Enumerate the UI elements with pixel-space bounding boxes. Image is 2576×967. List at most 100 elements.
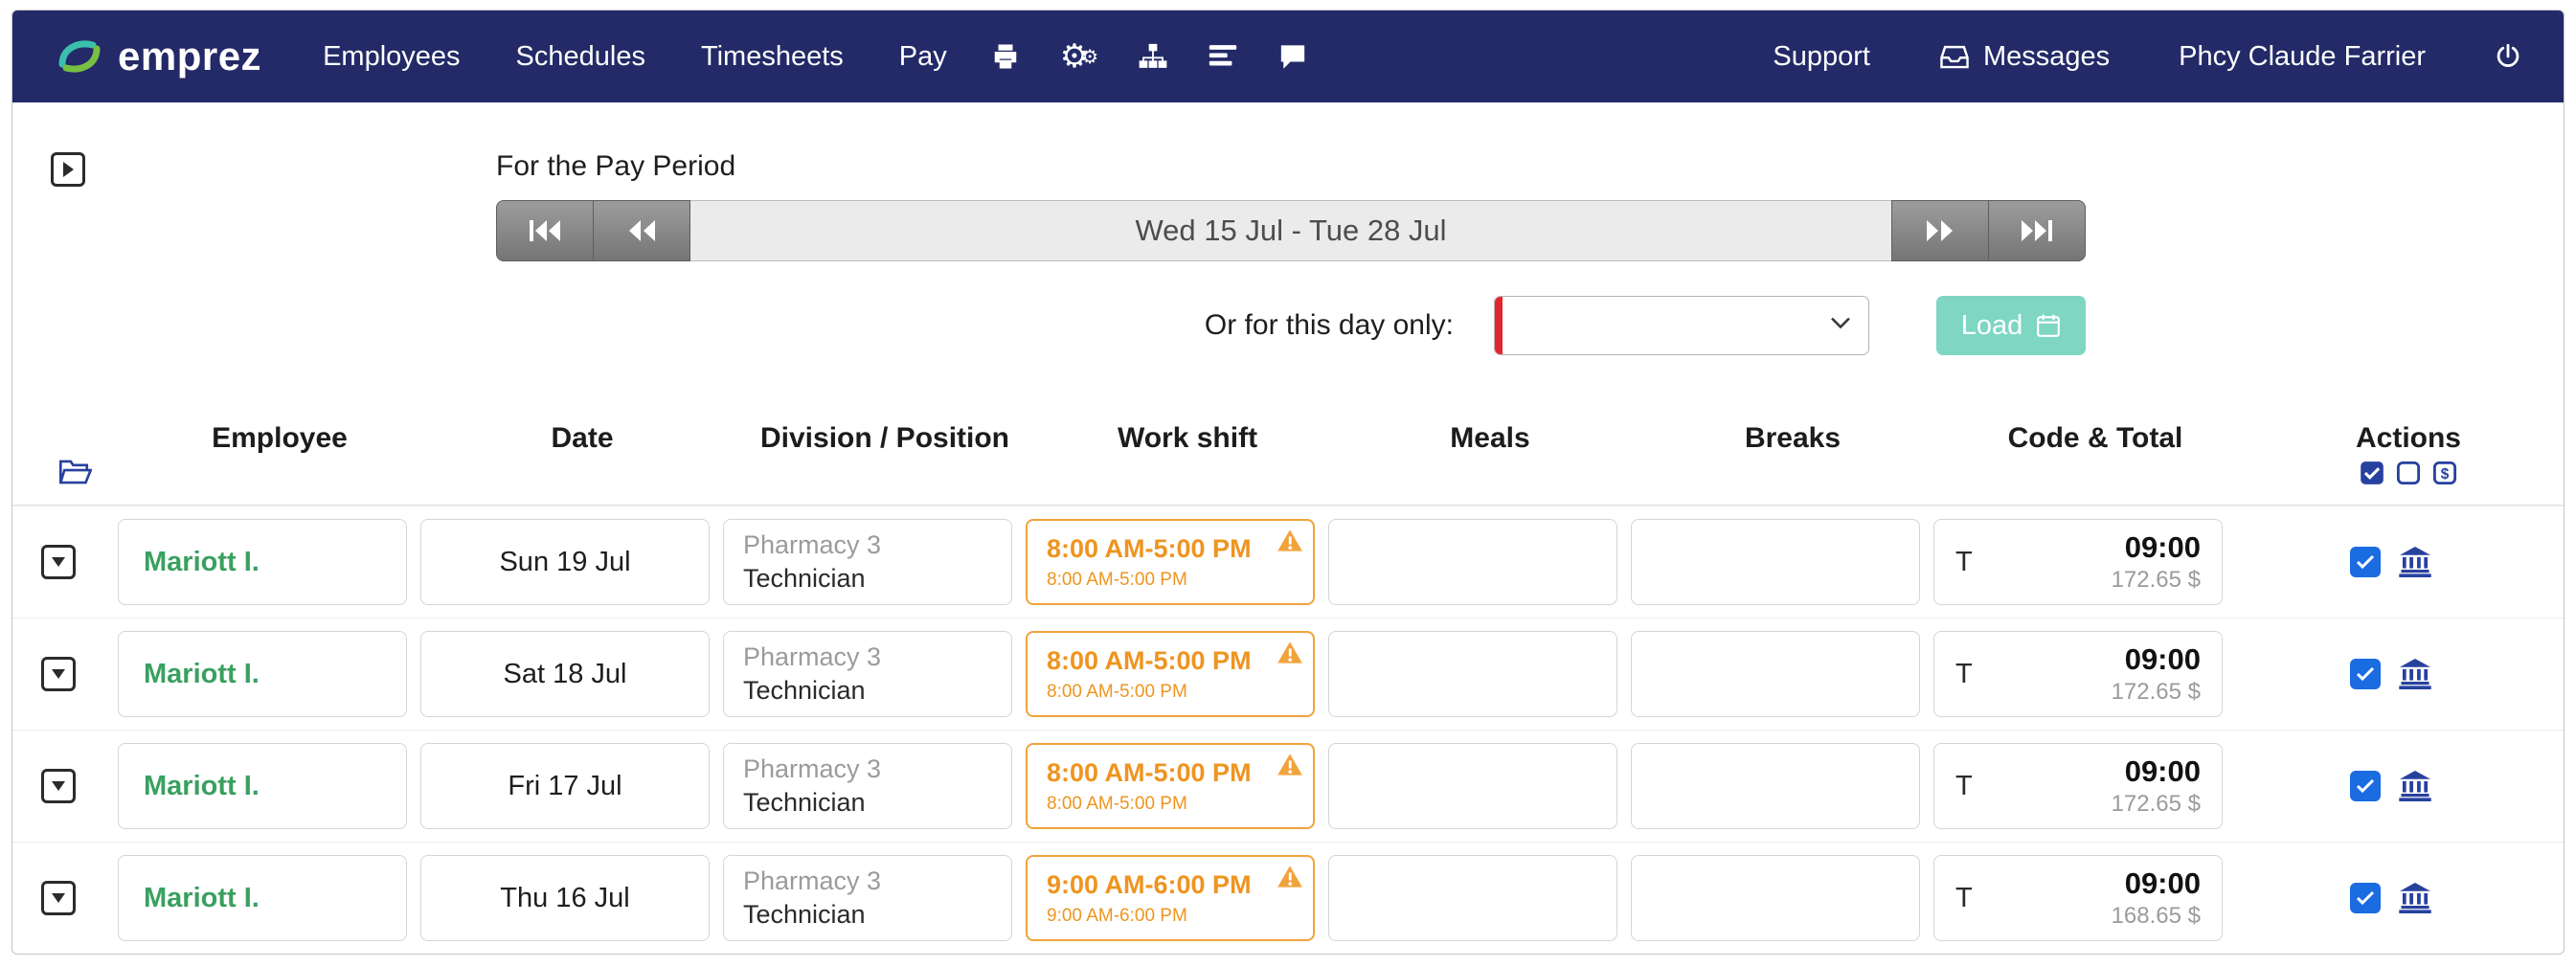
total-amount: 172.65 $ — [2111, 567, 2201, 593]
division-value: Pharmacy 3 — [743, 754, 882, 783]
nav-user[interactable]: Phcy Claude Farrier — [2179, 40, 2426, 72]
select-all-checkbox-icon[interactable] — [2360, 461, 2384, 485]
pay-period-pager: Wed 15 Jul - Tue 28 Jul — [496, 200, 2086, 261]
employee-name: Mariott I. — [144, 658, 260, 689]
employee-cell[interactable]: Mariott I. — [118, 519, 407, 605]
day-select[interactable] — [1494, 296, 1869, 355]
sidebar-expand-icon[interactable] — [51, 152, 85, 187]
chat-icon[interactable] — [1278, 43, 1307, 70]
employee-cell[interactable]: Mariott I. — [118, 631, 407, 717]
actions-cell — [2236, 771, 2546, 801]
work-shift-cell[interactable]: 8:00 AM-5:00 PM 8:00 AM-5:00 PM — [1026, 631, 1315, 717]
total-time: 09:00 — [2124, 866, 2201, 900]
shift-time: 8:00 AM-5:00 PM — [1047, 645, 1252, 675]
pay-checkbox[interactable] — [2350, 659, 2381, 689]
warning-icon — [1277, 753, 1303, 781]
code-value: T — [1955, 770, 1973, 801]
header-breaks: Breaks — [1744, 422, 1842, 454]
row-expand-icon[interactable] — [41, 657, 76, 691]
sitemap-icon[interactable] — [1139, 43, 1167, 70]
nav-timesheets[interactable]: Timesheets — [700, 40, 844, 72]
code-total-cell: T 09:00 168.65 $ — [1933, 855, 2223, 941]
last-period-button[interactable] — [1988, 200, 2086, 261]
date-value: Fri 17 Jul — [508, 770, 622, 801]
previous-period-button[interactable] — [593, 200, 690, 261]
day-only-row: Or for this day only: Load — [496, 296, 2086, 355]
breaks-cell[interactable] — [1631, 519, 1920, 605]
shift-time: 8:00 AM-5:00 PM — [1047, 533, 1252, 563]
controls-main: For the Pay Period Wed 15 Jul - Tue 28 J… — [496, 150, 2086, 355]
total-amount: 172.65 $ — [2111, 791, 2201, 817]
employee-cell[interactable]: Mariott I. — [118, 855, 407, 941]
division-value: Pharmacy 3 — [743, 642, 882, 671]
date-value: Sun 19 Jul — [499, 546, 631, 577]
pay-checkbox[interactable] — [2350, 883, 2381, 913]
actions-cell — [2236, 659, 2546, 689]
work-shift-cell[interactable]: 9:00 AM-6:00 PM 9:00 AM-6:00 PM — [1026, 855, 1315, 941]
brand-logo[interactable]: emprez — [55, 34, 261, 79]
header-code-total: Code & Total — [2007, 422, 2183, 454]
power-icon[interactable] — [2495, 43, 2521, 70]
nav-support[interactable]: Support — [1773, 40, 1870, 72]
bank-icon[interactable] — [2398, 771, 2432, 801]
code-value: T — [1955, 546, 1973, 577]
bank-icon[interactable] — [2398, 547, 2432, 577]
app-window: emprez Employees Schedules Timesheets Pa… — [11, 10, 2565, 955]
inbox-icon — [1939, 43, 1970, 70]
meals-cell[interactable] — [1328, 855, 1617, 941]
pay-period-range: Wed 15 Jul - Tue 28 Jul — [690, 200, 1891, 261]
position-value: Technician — [743, 788, 866, 817]
nav-right: Support Messages Phcy Claude Farrier — [1773, 41, 2521, 73]
breaks-cell[interactable] — [1631, 855, 1920, 941]
bank-icon[interactable] — [2398, 659, 2432, 689]
work-shift-cell[interactable]: 8:00 AM-5:00 PM 8:00 AM-5:00 PM — [1026, 743, 1315, 829]
row-expand-icon[interactable] — [41, 881, 76, 915]
position-value: Technician — [743, 564, 866, 593]
printer-icon[interactable] — [991, 42, 1020, 71]
pay-all-icon[interactable]: $ — [2432, 461, 2457, 485]
payroll-list-icon[interactable] — [1208, 44, 1238, 69]
table-row: Mariott I. Sat 18 Jul Pharmacy 3 Technic… — [12, 618, 2564, 730]
row-expand-icon[interactable] — [41, 769, 76, 803]
meals-cell[interactable] — [1328, 743, 1617, 829]
employee-cell[interactable]: Mariott I. — [118, 743, 407, 829]
pay-checkbox[interactable] — [2350, 771, 2381, 801]
shift-time-sub: 8:00 AM-5:00 PM — [1047, 569, 1187, 590]
nav-pay[interactable]: Pay — [898, 40, 947, 72]
division-value: Pharmacy 3 — [743, 530, 882, 559]
employee-name: Mariott I. — [144, 770, 260, 801]
bank-icon[interactable] — [2398, 883, 2432, 913]
first-period-button[interactable] — [496, 200, 594, 261]
shift-time-sub: 8:00 AM-5:00 PM — [1047, 793, 1187, 814]
code-total-cell: T 09:00 172.65 $ — [1933, 743, 2223, 829]
header-date: Date — [551, 422, 614, 454]
nav-messages[interactable]: Messages — [1939, 41, 2110, 73]
deselect-all-checkbox-icon[interactable] — [2396, 461, 2421, 485]
header-employee: Employee — [212, 422, 348, 454]
nav-employees[interactable]: Employees — [323, 40, 461, 72]
row-expand-icon[interactable] — [41, 545, 76, 579]
total-time: 09:00 — [2124, 754, 2201, 788]
total-time: 09:00 — [2124, 530, 2201, 564]
meals-cell[interactable] — [1328, 631, 1617, 717]
actions-cell — [2236, 883, 2546, 913]
code-total-cell: T 09:00 172.65 $ — [1933, 519, 2223, 605]
nav-iconbar: ⚙ ⚙ — [991, 40, 1307, 73]
table-row: Mariott I. Fri 17 Jul Pharmacy 3 Technic… — [12, 730, 2564, 842]
load-button[interactable]: Load — [1936, 296, 2086, 355]
next-period-button[interactable] — [1891, 200, 1989, 261]
shift-time-sub: 8:00 AM-5:00 PM — [1047, 681, 1187, 702]
meals-cell[interactable] — [1328, 519, 1617, 605]
nav-schedules[interactable]: Schedules — [515, 40, 645, 72]
work-shift-cell[interactable]: 8:00 AM-5:00 PM 8:00 AM-5:00 PM — [1026, 519, 1315, 605]
breaks-cell[interactable] — [1631, 631, 1920, 717]
pay-checkbox[interactable] — [2350, 547, 2381, 577]
division-position-cell: Pharmacy 3 Technician — [723, 743, 1012, 829]
position-value: Technician — [743, 900, 866, 929]
folder-open-icon[interactable] — [59, 459, 92, 485]
gears-icon[interactable]: ⚙ ⚙ — [1059, 37, 1099, 76]
total-time: 09:00 — [2124, 642, 2201, 676]
division-value: Pharmacy 3 — [743, 866, 882, 895]
total-amount: 168.65 $ — [2111, 903, 2201, 929]
breaks-cell[interactable] — [1631, 743, 1920, 829]
